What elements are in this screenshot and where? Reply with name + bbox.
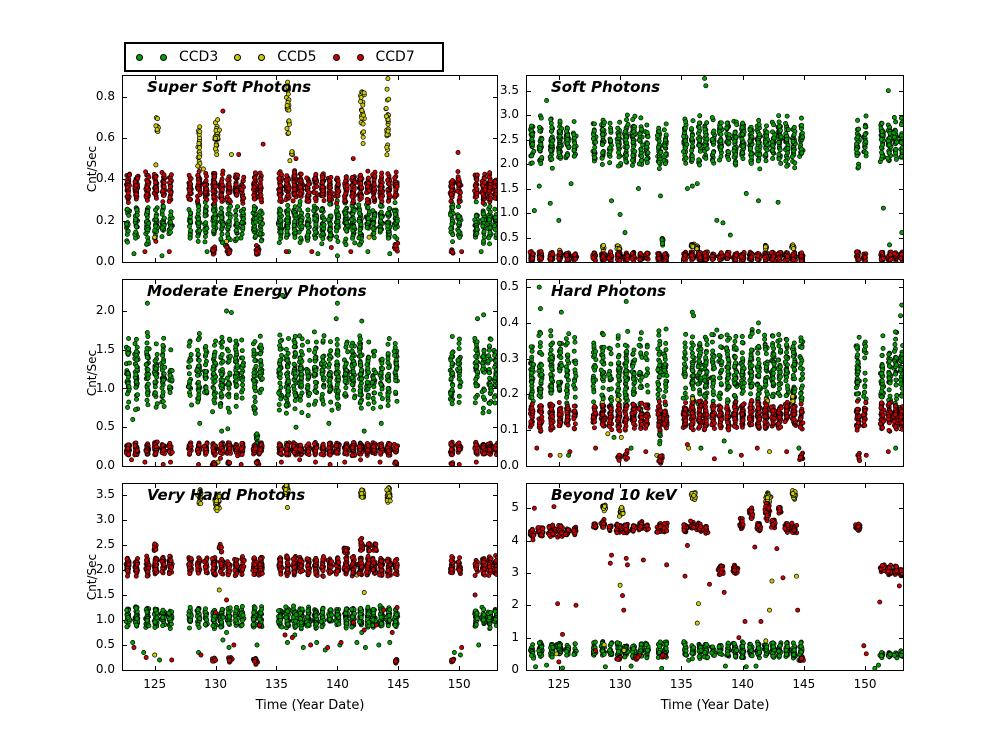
y-tick-label: 0.0 <box>95 254 115 268</box>
legend-entry-ccd3: CCD3 <box>136 49 224 65</box>
y-tick-label: 0.0 <box>95 458 115 472</box>
scatter-canvas-soft <box>527 76 903 262</box>
ccd5-marker-icon <box>234 53 242 61</box>
legend: CCD3 CCD5 CCD7 <box>124 42 444 72</box>
scatter-canvas-hard <box>527 280 903 466</box>
ccd7-marker-icon <box>332 53 340 61</box>
x-tick-label: 125 <box>143 677 167 691</box>
y-tick-label: 3.5 <box>499 82 519 97</box>
panel-hard-photons: Hard Photons <box>526 279 904 467</box>
y-tick-label: 2 <box>511 597 519 612</box>
y-tick-label: 0.0 <box>499 458 519 472</box>
y-tick-label: 2.0 <box>499 156 519 171</box>
scatter-canvas-super-soft <box>123 76 497 262</box>
y-tick-label: 1.5 <box>499 180 519 195</box>
y-tick-label: 2.0 <box>95 303 115 317</box>
y-tick-label: 0.2 <box>499 386 519 401</box>
y-tick-label: 0.2 <box>95 212 115 227</box>
x-axis-label: Time (Year Date) <box>660 698 770 713</box>
y-tick-label: 0.1 <box>499 422 519 437</box>
x-tick-label: 140 <box>325 677 349 691</box>
panel-title: Hard Photons <box>551 282 667 300</box>
x-tick-label: 130 <box>204 677 228 691</box>
y-tick-label: 0.5 <box>499 229 519 244</box>
x-tick-label: 125 <box>547 677 571 691</box>
legend-entry-ccd5: CCD5 <box>234 49 322 65</box>
y-tick-label: 1 <box>511 629 519 644</box>
y-tick-label: 3.0 <box>95 512 115 526</box>
ccd3-marker-icon <box>136 53 143 61</box>
y-tick-label: 0.0 <box>95 662 115 676</box>
x-tick-label: 150 <box>447 677 471 691</box>
panel-title: Super Soft Photons <box>147 78 312 96</box>
ccd7-marker-icon <box>356 53 364 61</box>
y-tick-label: 0.4 <box>499 314 519 329</box>
legend-label-ccd7: CCD7 <box>375 49 415 65</box>
scatter-canvas-beyond-10kev <box>527 484 903 670</box>
y-tick-label: 4 <box>511 532 519 547</box>
y-tick-label: 3.5 <box>95 487 115 501</box>
panel-title: Very Hard Photons <box>147 486 306 504</box>
y-tick-label: 2.5 <box>499 131 519 146</box>
ccd5-marker-icon <box>258 53 266 61</box>
y-tick-label: 1.0 <box>95 612 115 626</box>
panel-beyond-10-kev: Beyond 10 keV <box>526 483 904 671</box>
x-tick-label: 140 <box>731 677 754 691</box>
scatter-canvas-moderate <box>123 280 497 466</box>
legend-label-ccd3: CCD3 <box>179 49 219 65</box>
y-tick-label: 2.5 <box>95 537 115 551</box>
scatter-canvas-very-hard <box>123 484 497 670</box>
x-tick-label: 135 <box>265 677 288 691</box>
y-tick-label: 1.0 <box>499 205 519 220</box>
y-tick-label: 1.5 <box>95 341 115 356</box>
x-tick-label: 150 <box>853 677 877 691</box>
panel-title: Soft Photons <box>551 78 661 96</box>
y-tick-label: 3.0 <box>499 107 519 122</box>
y-tick-label: 5 <box>511 500 519 515</box>
y-tick-label: 0.3 <box>499 350 519 365</box>
y-tick-label: 0.0 <box>499 254 519 268</box>
legend-entry-ccd7: CCD7 <box>332 49 421 65</box>
y-tick-label: 1.5 <box>95 587 115 601</box>
y-tick-label: 0.8 <box>95 88 115 103</box>
panel-title: Moderate Energy Photons <box>147 282 367 300</box>
x-tick-label: 135 <box>669 677 693 691</box>
x-tick-label: 145 <box>386 677 410 691</box>
panel-super-soft-photons: Super Soft Photons <box>122 75 498 263</box>
y-tick-label: 0 <box>511 662 519 676</box>
panel-very-hard-photons: Very Hard Photons <box>122 483 498 671</box>
y-tick-label: 0.6 <box>95 130 115 144</box>
y-tick-label: 0.5 <box>95 419 115 434</box>
ccd3-marker-icon <box>160 53 167 61</box>
y-axis-label: Cnt/Sec <box>85 145 99 193</box>
x-tick-label: 145 <box>792 677 816 691</box>
panel-soft-photons: Soft Photons <box>526 75 904 263</box>
panel-moderate-energy-photons: Moderate Energy Photons <box>122 279 498 467</box>
y-tick-label: 0.4 <box>95 171 115 186</box>
y-tick-label: 3 <box>511 564 519 579</box>
panel-title: Beyond 10 keV <box>551 486 677 504</box>
x-tick-label: 130 <box>608 677 632 691</box>
y-tick-label: 2.0 <box>95 562 115 576</box>
x-axis-label: Time (Year Date) <box>255 698 365 713</box>
y-tick-label: 0.5 <box>499 279 519 294</box>
legend-label-ccd5: CCD5 <box>277 49 317 65</box>
y-tick-label: 0.5 <box>95 637 115 651</box>
y-tick-label: 1.0 <box>95 380 115 395</box>
